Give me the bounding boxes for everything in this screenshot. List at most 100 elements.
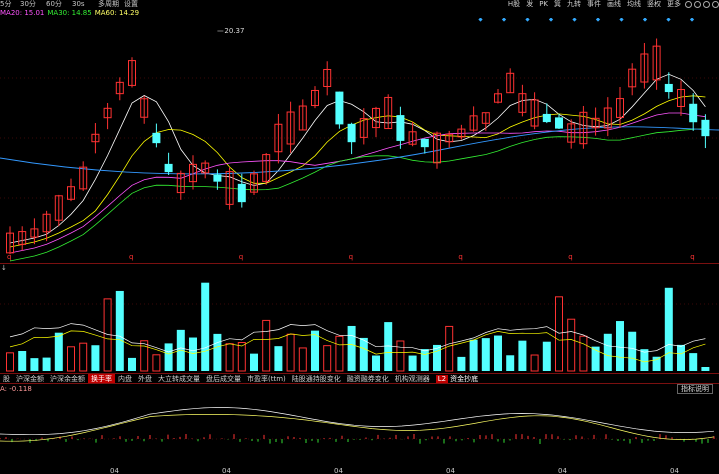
tab-2[interactable]: 沪深余金额	[50, 375, 85, 383]
candle-18[interactable]	[225, 171, 234, 205]
tab-5[interactable]: 外盘	[138, 375, 152, 383]
candle-28[interactable]	[347, 123, 356, 143]
settings-icon[interactable]	[703, 1, 710, 8]
candle-29[interactable]	[359, 118, 368, 138]
candle-37[interactable]	[457, 128, 466, 138]
candle-2[interactable]	[30, 228, 39, 238]
candle-48[interactable]	[591, 117, 600, 129]
candle-26[interactable]	[323, 68, 332, 88]
candle-50[interactable]	[616, 98, 624, 118]
candle-56[interactable]	[689, 103, 698, 123]
turnover-chart[interactable]	[0, 264, 719, 373]
tab-0[interactable]: 股	[3, 375, 10, 383]
tab-11[interactable]: 机构观测器	[394, 375, 430, 383]
tab-8[interactable]: 市盈率(ttm)	[247, 375, 286, 383]
toolbar-item-9[interactable]: 更多	[667, 0, 681, 8]
toolbar-item-2[interactable]: PK	[539, 0, 548, 8]
candle-42[interactable]	[518, 93, 527, 113]
timeframe-0[interactable]: 5分	[0, 0, 12, 8]
toolbar-item-0[interactable]: H股	[507, 0, 521, 8]
candle-24[interactable]	[298, 105, 307, 131]
candle-6[interactable]	[79, 166, 88, 190]
candle-8[interactable]	[103, 107, 112, 119]
candle-34[interactable]	[420, 138, 429, 148]
timeframe-5[interactable]: 设置	[124, 0, 138, 8]
candle-55[interactable]	[677, 89, 685, 107]
toolbar-item-8[interactable]: 竖权	[647, 0, 661, 8]
candle-17[interactable]	[213, 174, 222, 182]
candle-32[interactable]	[396, 115, 405, 141]
candle-43[interactable]	[530, 99, 539, 127]
candle-47[interactable]	[579, 111, 588, 145]
toolbar-item-1[interactable]: 发	[526, 0, 534, 8]
candle-21[interactable]	[262, 154, 271, 182]
event-marker-2[interactable]	[525, 18, 530, 22]
toolbar-item-6[interactable]: 画线	[607, 0, 621, 8]
candle-31[interactable]	[384, 96, 393, 130]
candle-51[interactable]	[628, 68, 637, 88]
candle-53[interactable]	[652, 45, 661, 81]
search-icon[interactable]	[694, 1, 701, 8]
candle-39[interactable]	[481, 112, 490, 124]
timeframe-4[interactable]: 多周期	[98, 0, 119, 8]
candle-57[interactable]	[701, 119, 710, 137]
tab-1[interactable]: 沪深金额	[16, 375, 44, 383]
event-marker-7[interactable]	[642, 18, 648, 22]
candle-30[interactable]	[372, 107, 380, 129]
candle-22[interactable]	[274, 123, 283, 153]
tab-6[interactable]: 大立转成交量	[158, 375, 200, 383]
candle-10[interactable]	[128, 60, 136, 86]
candle-9[interactable]	[115, 81, 124, 95]
event-marker-3[interactable]	[548, 18, 554, 22]
candle-35[interactable]	[433, 132, 441, 164]
candle-3[interactable]	[42, 213, 51, 233]
candle-13[interactable]	[164, 163, 173, 173]
candle-27[interactable]	[335, 91, 344, 125]
event-marker-9[interactable]	[689, 18, 695, 22]
candle-36[interactable]	[445, 133, 454, 143]
candle-54[interactable]	[664, 83, 673, 93]
candle-45[interactable]	[555, 117, 563, 129]
candle-46[interactable]	[567, 123, 576, 143]
tab-7[interactable]: 盘后成交量	[206, 375, 241, 383]
candle-4[interactable]	[54, 195, 63, 221]
timeframe-3[interactable]: 30s	[72, 0, 85, 8]
candle-5[interactable]	[67, 186, 75, 200]
indicator-explain-button[interactable]: 指标说明	[677, 384, 713, 394]
event-marker-4[interactable]	[572, 18, 577, 22]
candle-25[interactable]	[311, 89, 319, 107]
candle-0[interactable]	[6, 232, 14, 254]
candle-41[interactable]	[506, 72, 515, 94]
candle-33[interactable]	[408, 131, 417, 145]
candle-11[interactable]	[140, 98, 149, 118]
candle-49[interactable]	[603, 107, 612, 129]
candle-16[interactable]	[201, 162, 210, 174]
tab-9[interactable]: 陆股通持股变化	[291, 375, 341, 383]
event-marker-5[interactable]	[595, 18, 601, 22]
tab-4[interactable]: 内盘	[118, 375, 132, 383]
toolbar-item-4[interactable]: 九转	[567, 0, 581, 8]
tab-capital-bottom[interactable]: L2 资金抄底	[433, 374, 481, 383]
candle-23[interactable]	[286, 111, 295, 145]
timeframe-2[interactable]: 60分	[46, 0, 62, 8]
refresh-icon[interactable]	[685, 1, 692, 8]
toolbar-item-5[interactable]: 事件	[587, 0, 601, 8]
indicator-chart[interactable]: 04 04 04 04 04 04	[0, 394, 719, 474]
help-icon[interactable]	[712, 1, 719, 8]
candlestick-chart[interactable]: 20.37 q q q q q q q	[0, 18, 719, 263]
candle-7[interactable]	[91, 133, 100, 143]
candle-20[interactable]	[250, 173, 258, 193]
toolbar-item-3[interactable]: 箕	[554, 0, 561, 8]
event-marker-6[interactable]	[619, 18, 624, 22]
timeframe-1[interactable]: 30分	[20, 0, 36, 8]
candle-12[interactable]	[152, 132, 161, 144]
candle-38[interactable]	[469, 115, 478, 131]
event-marker-0[interactable]	[478, 18, 483, 22]
candle-14[interactable]	[176, 172, 185, 194]
event-marker-8[interactable]	[666, 18, 671, 22]
candle-44[interactable]	[542, 113, 551, 123]
candle-1[interactable]	[18, 231, 27, 245]
toolbar-item-7[interactable]: 均线	[627, 0, 641, 8]
candle-19[interactable]	[237, 183, 246, 203]
candle-40[interactable]	[494, 93, 502, 103]
